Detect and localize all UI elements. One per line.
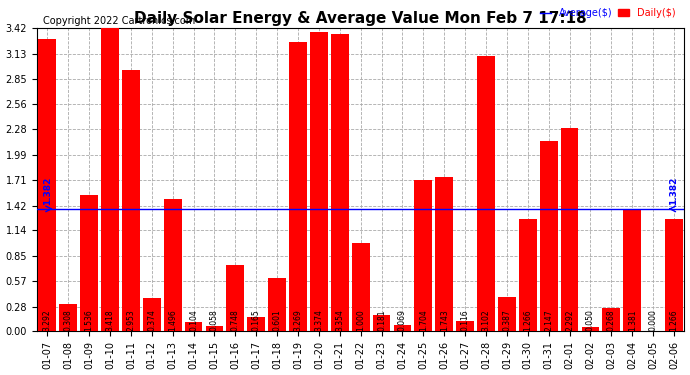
Bar (582, 327, 600, 332)
Text: 0.104: 0.104 (189, 309, 198, 331)
Bar (247, 317, 265, 332)
Bar (393, 326, 411, 332)
Text: 0.308: 0.308 (63, 309, 72, 331)
Text: 0.387: 0.387 (502, 309, 511, 331)
Bar (561, 128, 578, 332)
Bar (268, 278, 286, 332)
Bar (164, 199, 181, 332)
Text: 1.381: 1.381 (628, 309, 637, 331)
Text: 3.418: 3.418 (106, 309, 115, 331)
Text: 2.292: 2.292 (565, 309, 574, 331)
Text: 0.050: 0.050 (586, 309, 595, 331)
Bar (331, 34, 348, 332)
Text: 1.266: 1.266 (523, 309, 532, 331)
Bar (540, 141, 558, 332)
Text: 0.748: 0.748 (231, 309, 240, 331)
Text: 3.354: 3.354 (335, 309, 344, 331)
Bar (498, 297, 515, 332)
Text: 0.268: 0.268 (607, 309, 616, 331)
Bar (415, 180, 432, 332)
Bar (59, 304, 77, 332)
Text: 0.069: 0.069 (398, 309, 407, 331)
Bar (435, 177, 453, 332)
Bar (456, 321, 474, 332)
Text: 1.704: 1.704 (419, 309, 428, 331)
Text: 1.536: 1.536 (85, 309, 94, 331)
Bar (206, 326, 224, 332)
Text: 3.102: 3.102 (482, 309, 491, 331)
Bar (101, 28, 119, 332)
Bar (289, 42, 307, 332)
Bar (80, 195, 98, 332)
Legend: Average($), Daily($): Average($), Daily($) (536, 4, 680, 22)
Bar (602, 308, 620, 332)
Text: 1.382: 1.382 (43, 177, 52, 206)
Bar (310, 32, 328, 332)
Text: 1.743: 1.743 (440, 309, 449, 331)
Text: 2.147: 2.147 (544, 309, 553, 331)
Text: 3.374: 3.374 (315, 309, 324, 331)
Text: Copyright 2022 Cartronics.com: Copyright 2022 Cartronics.com (43, 16, 196, 26)
Bar (143, 298, 161, 332)
Text: 0.116: 0.116 (461, 309, 470, 331)
Bar (122, 69, 140, 332)
Text: 3.292: 3.292 (43, 309, 52, 331)
Text: 1.496: 1.496 (168, 309, 177, 331)
Bar (226, 265, 244, 332)
Text: 0.181: 0.181 (377, 309, 386, 331)
Bar (519, 219, 537, 332)
Text: 0.000: 0.000 (649, 309, 658, 331)
Text: 3.269: 3.269 (293, 309, 302, 331)
Title: Daily Solar Energy & Average Value Mon Feb 7 17:18: Daily Solar Energy & Average Value Mon F… (135, 10, 587, 26)
Bar (373, 315, 391, 332)
Text: 0.165: 0.165 (252, 309, 261, 331)
Bar (477, 56, 495, 332)
Text: 1.000: 1.000 (356, 309, 365, 331)
Text: 0.058: 0.058 (210, 309, 219, 331)
Text: 0.601: 0.601 (273, 309, 282, 331)
Bar (623, 209, 641, 332)
Bar (665, 219, 683, 332)
Bar (185, 322, 202, 332)
Text: 1.382: 1.382 (669, 177, 678, 206)
Text: 1.266: 1.266 (669, 309, 678, 331)
Bar (39, 39, 56, 332)
Text: 2.953: 2.953 (126, 309, 135, 331)
Bar (352, 243, 370, 332)
Text: 0.374: 0.374 (147, 309, 157, 331)
